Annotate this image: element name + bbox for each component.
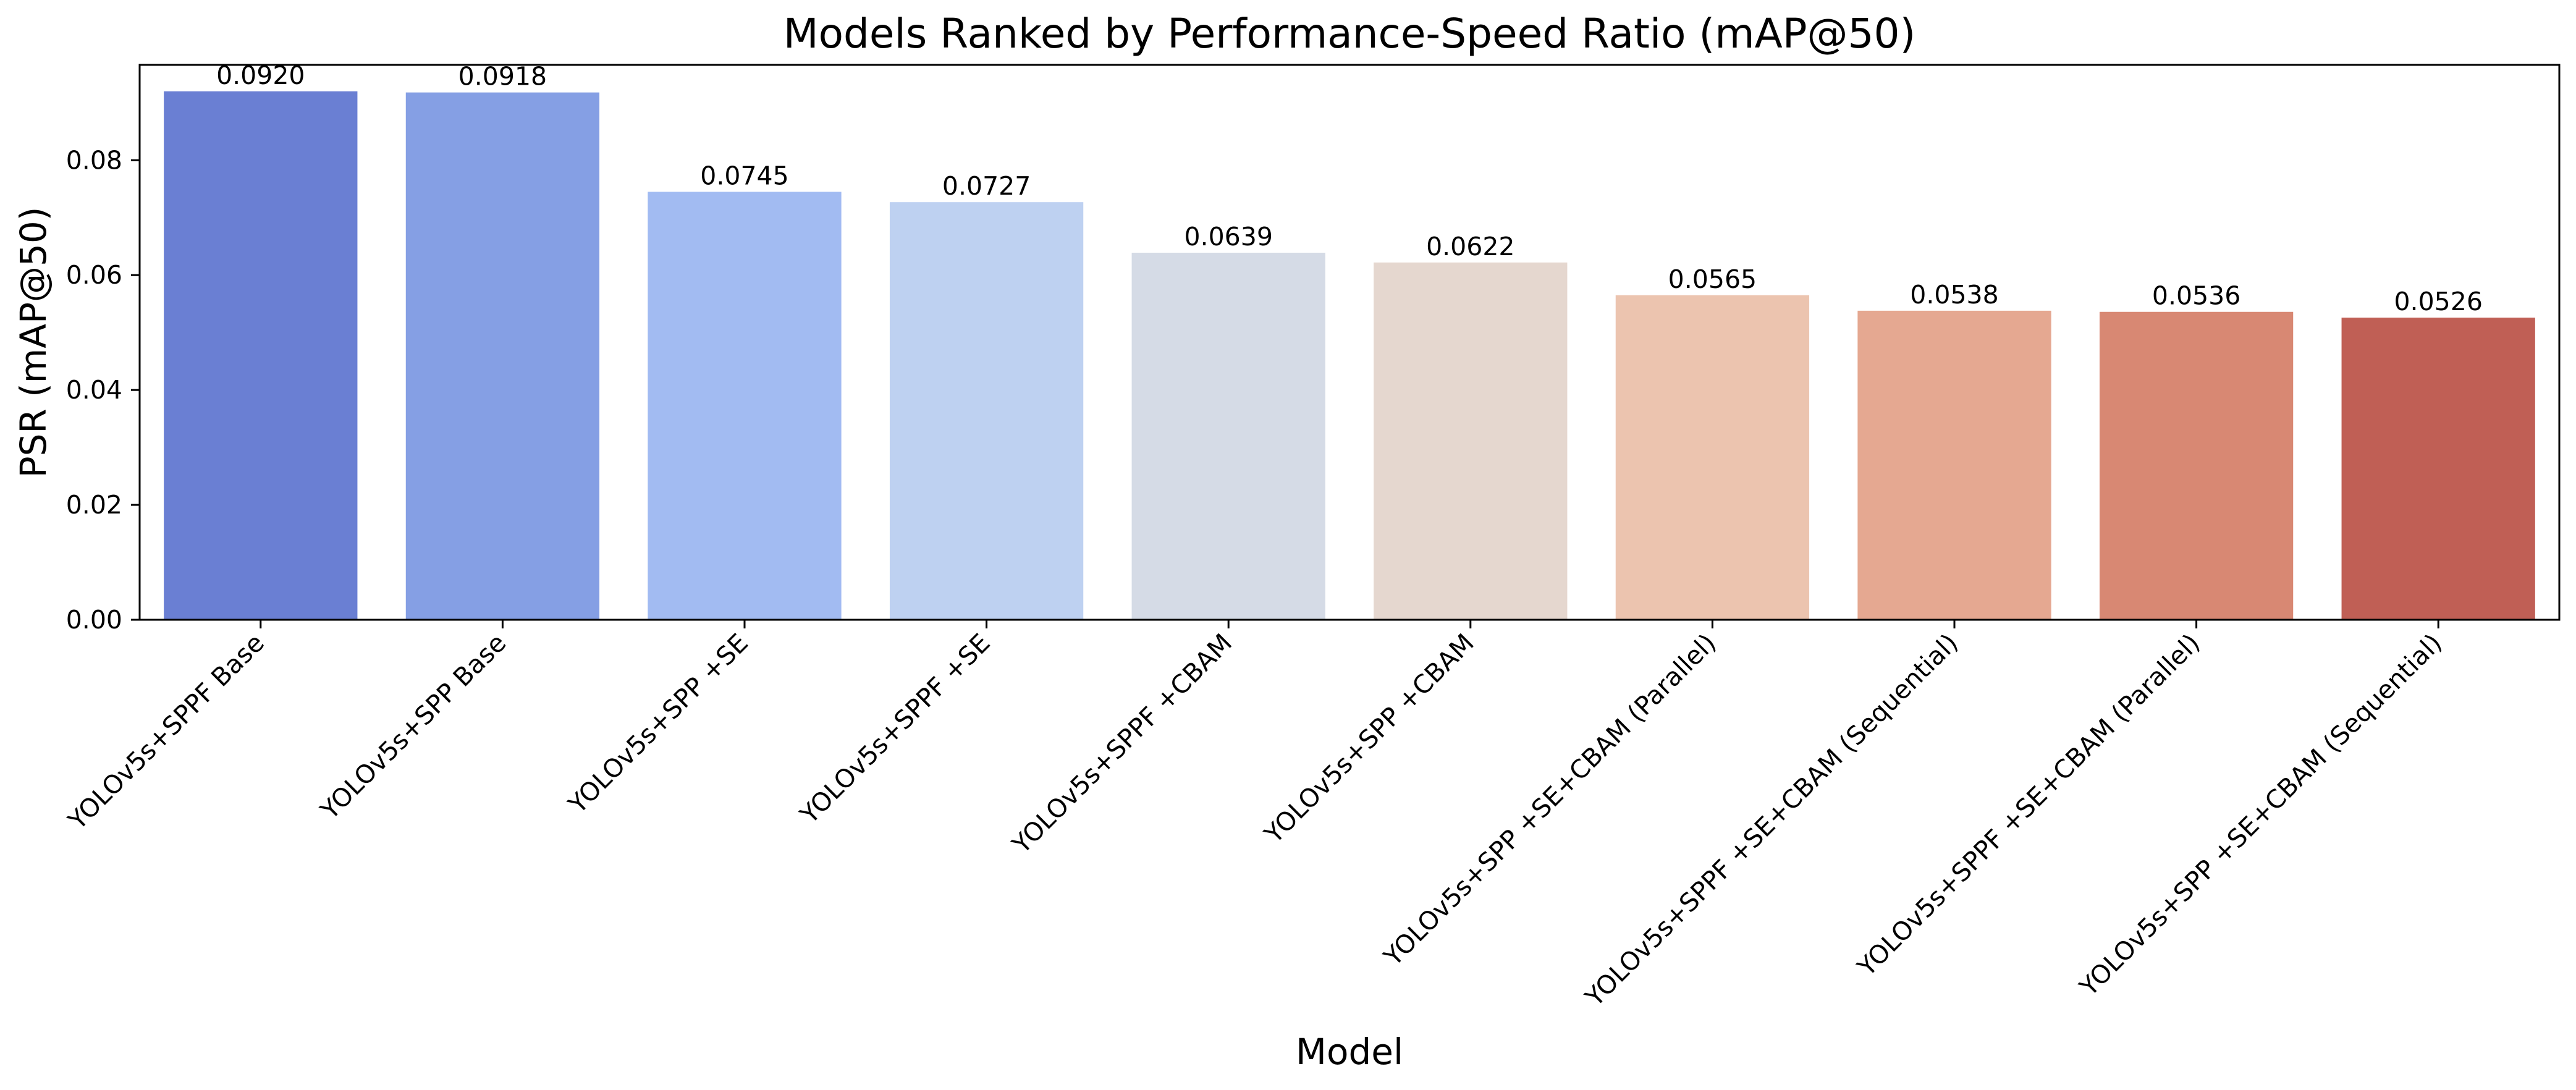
x-tick-label: YOLOv5s+SPPF +CBAM	[1006, 628, 1238, 860]
bar-value-label: 0.0538	[1910, 280, 1998, 310]
x-tick-label: YOLOv5s+SPP +CBAM	[1258, 628, 1479, 849]
bar-value-label: 0.0536	[2152, 281, 2240, 311]
bar-value-label: 0.0727	[942, 171, 1031, 201]
bar-value-label: 0.0565	[1668, 264, 1757, 294]
plot-frame	[138, 64, 2561, 621]
bar	[648, 192, 842, 620]
x-axis: YOLOv5s+SPPF Base YOLOv5s+SPP Base YOLOv5s…	[62, 620, 2447, 1013]
x-axis-label: Model	[1296, 1031, 1403, 1073]
y-tick-label: 0.02	[66, 490, 122, 520]
x-tick-label: YOLOv5s+SPPF +SE+CBAM (Sequential)	[1579, 628, 1964, 1012]
x-tick-label: YOLOv5s+SPPF +SE	[794, 628, 996, 830]
y-tick-label: 0.06	[66, 260, 122, 290]
y-tick-label: 0.08	[66, 145, 122, 175]
x-tick-label: YOLOv5s+SPPF Base	[62, 628, 269, 835]
bar-value-label: 0.0745	[700, 161, 788, 190]
x-tick-label: YOLOv5s+SPP +SE	[562, 628, 754, 819]
bar-value-label: 0.0918	[458, 62, 547, 91]
chart-title: Models Ranked by Performance-Speed Ratio…	[783, 10, 1916, 57]
bar	[2099, 311, 2294, 620]
y-tick-label: 0.04	[66, 375, 122, 405]
bars-group	[164, 91, 2535, 620]
bar	[1615, 295, 1810, 620]
bar	[2341, 318, 2535, 620]
bar	[1857, 310, 2051, 620]
y-axis-label: PSR (mAP@50)	[12, 207, 54, 478]
bar	[1374, 262, 1568, 620]
bar-value-label: 0.0526	[2394, 287, 2482, 316]
bar	[164, 91, 358, 620]
y-axis: 0.00 0.02 0.04 0.06 0.08	[66, 145, 140, 635]
y-tick-label: 0.00	[66, 605, 122, 635]
bar-value-label: 0.0622	[1426, 232, 1514, 261]
bar-value-label: 0.0639	[1184, 222, 1272, 251]
bar	[1131, 252, 1325, 620]
bar	[889, 202, 1084, 620]
x-tick-label: YOLOv5s+SPP Base	[315, 628, 512, 826]
bar	[405, 92, 600, 620]
